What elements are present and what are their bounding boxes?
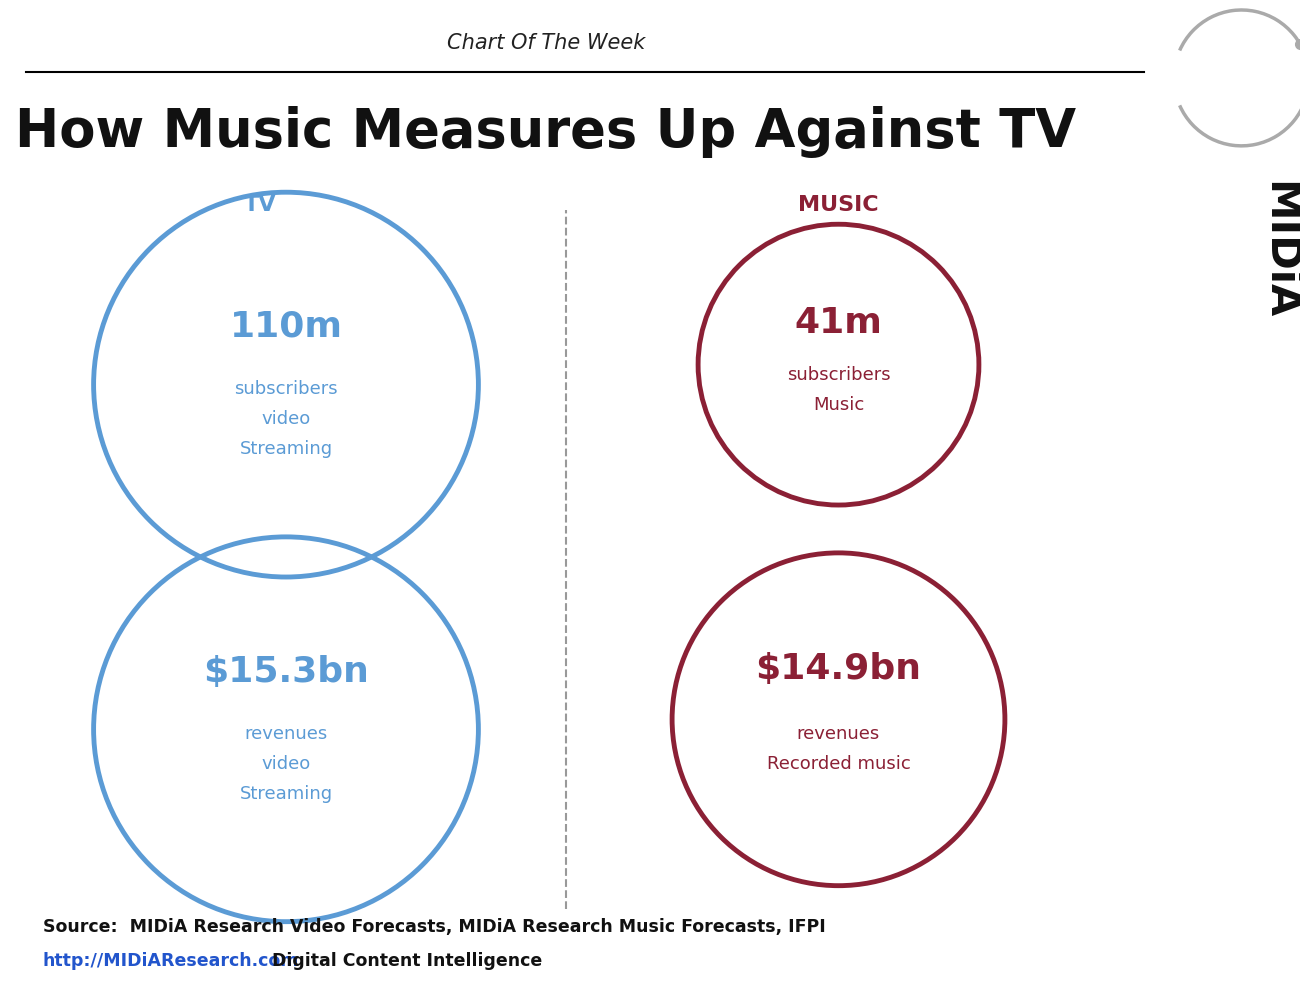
Text: video: video: [261, 411, 311, 429]
Text: Chart Of The Week: Chart Of The Week: [447, 33, 645, 53]
Text: revenues: revenues: [244, 725, 328, 743]
Text: TV: TV: [244, 195, 276, 215]
Text: How Music Measures Up Against TV: How Music Measures Up Against TV: [16, 106, 1076, 158]
Text: subscribers: subscribers: [786, 366, 891, 384]
Text: $15.3bn: $15.3bn: [203, 654, 369, 688]
Text: MUSIC: MUSIC: [798, 195, 879, 215]
Text: video: video: [261, 755, 311, 773]
Text: 110m: 110m: [230, 310, 342, 344]
Text: subscribers: subscribers: [234, 381, 338, 399]
Text: Music: Music: [812, 396, 864, 414]
Text: 41m: 41m: [794, 306, 883, 340]
Text: Digital Content Intelligence: Digital Content Intelligence: [266, 952, 543, 970]
Text: Streaming: Streaming: [239, 785, 333, 803]
Text: http://MIDiAResearch.com: http://MIDiAResearch.com: [43, 952, 299, 970]
Text: MIDiA: MIDiA: [1258, 181, 1300, 319]
Text: $14.9bn: $14.9bn: [755, 652, 922, 686]
Text: Streaming: Streaming: [239, 441, 333, 459]
Text: Source:  MIDiA Research Video Forecasts, MIDiA Research Music Forecasts, IFPI: Source: MIDiA Research Video Forecasts, …: [43, 918, 826, 936]
Text: revenues: revenues: [797, 725, 880, 743]
Text: Recorded music: Recorded music: [767, 755, 910, 773]
